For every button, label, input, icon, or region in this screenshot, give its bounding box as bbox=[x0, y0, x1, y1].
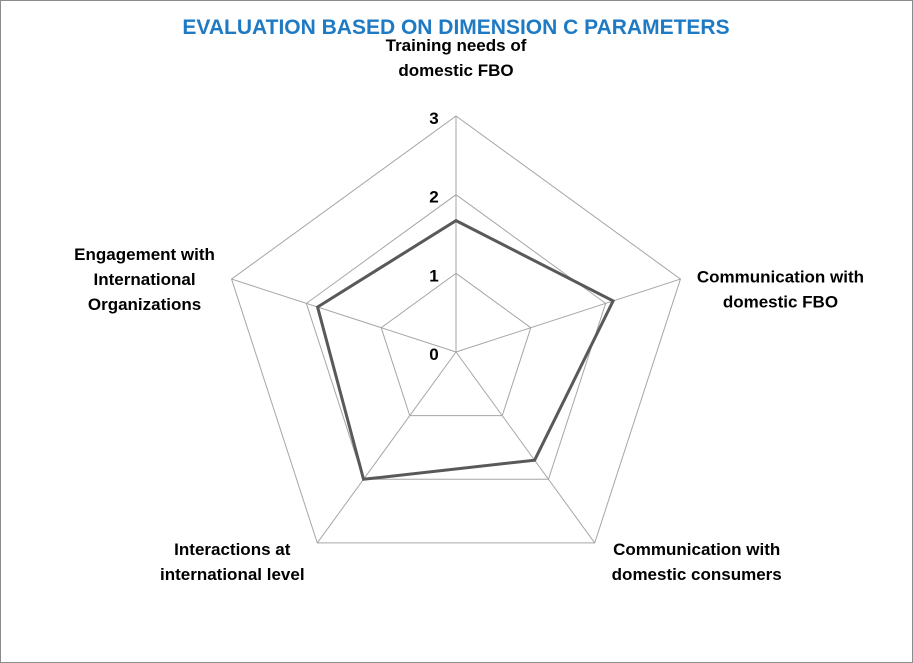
tick-label-3: 3 bbox=[429, 109, 438, 128]
axis-label-line: domestic FBO bbox=[723, 293, 838, 312]
tick-label-2: 2 bbox=[429, 188, 438, 207]
axis-spoke-5 bbox=[231, 278, 457, 353]
axis-label-line: Communication with bbox=[697, 268, 864, 287]
tick-label-1: 1 bbox=[429, 266, 438, 285]
axis-spoke-3 bbox=[455, 351, 596, 544]
axis-labels: Training needs of domestic FBOCommunicati… bbox=[74, 36, 864, 584]
series-line-1 bbox=[315, 218, 616, 481]
axis-label-line: Interactions at bbox=[174, 540, 291, 559]
axis-label-line: domestic FBO bbox=[398, 61, 513, 80]
axis-label-line: Training needs of bbox=[386, 36, 527, 55]
grid-ring-3 bbox=[230, 115, 682, 544]
axis-label-2: Communication with domestic FBO bbox=[697, 268, 864, 312]
axis-label-line: Communication with bbox=[613, 540, 780, 559]
axis-label-4: Interactions at international level bbox=[160, 540, 305, 584]
axis-label-5: Engagement with International Organization… bbox=[74, 245, 215, 314]
axis-label-line: International bbox=[94, 270, 196, 289]
axis-label-line: international level bbox=[160, 565, 305, 584]
axis-label-line: Organizations bbox=[88, 295, 201, 314]
tick-label-0: 0 bbox=[429, 345, 438, 364]
axis-label-line: domestic consumers bbox=[612, 565, 782, 584]
axis-spoke-2 bbox=[455, 278, 681, 353]
radial-tick-labels: 0 1 2 3 bbox=[429, 109, 438, 364]
axis-label-1: Training needs of domestic FBO bbox=[386, 36, 527, 80]
radar-grid bbox=[230, 115, 682, 544]
axis-label-line: Engagement with bbox=[74, 245, 215, 264]
chart-title: EVALUATION BASED ON DIMENSION C PARAMETE… bbox=[182, 16, 729, 39]
radar-series bbox=[315, 218, 616, 481]
axis-label-3: Communication with domestic consumers bbox=[612, 540, 782, 584]
grid-ring-1 bbox=[380, 272, 532, 417]
axis-spoke-4 bbox=[316, 351, 457, 544]
